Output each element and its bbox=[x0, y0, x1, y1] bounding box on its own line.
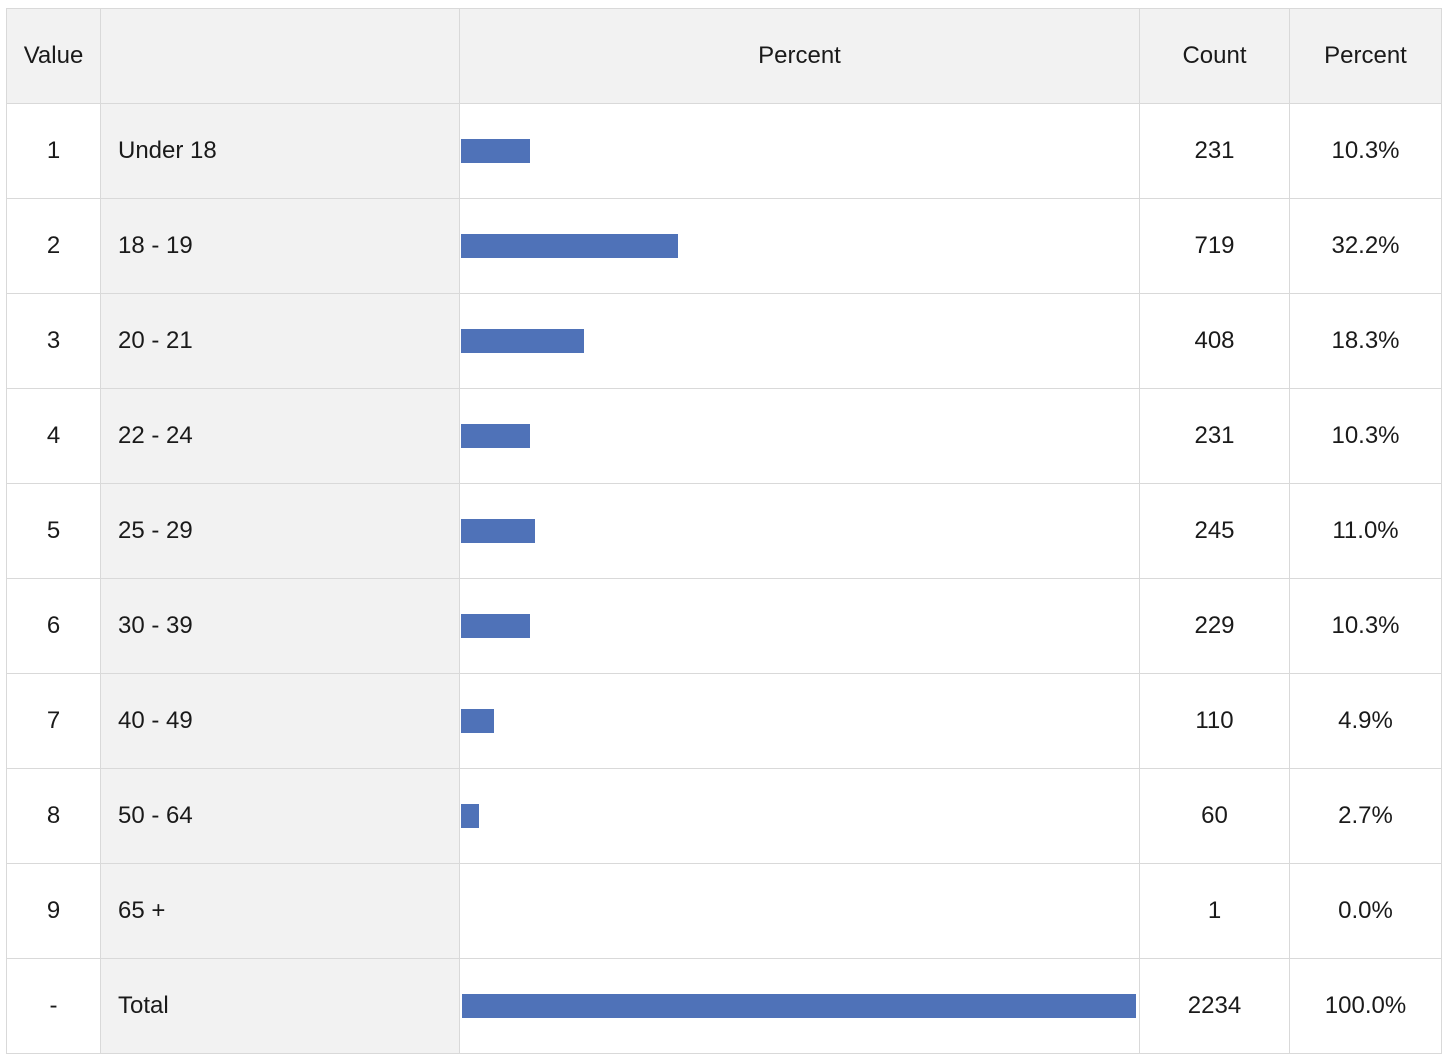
table-body: 1 Under 18 231 10.3% 2 18 - 19 719 32.2% 3 20 - 2… bbox=[6, 103, 1442, 1054]
row-bar-cell bbox=[459, 768, 1140, 864]
header-count[interactable]: Count bbox=[1139, 8, 1290, 104]
row-count: 231 bbox=[1139, 103, 1290, 199]
row-value: 6 bbox=[6, 578, 101, 674]
row-percent: 32.2% bbox=[1289, 198, 1442, 294]
row-count: 719 bbox=[1139, 198, 1290, 294]
percent-bar bbox=[461, 424, 530, 448]
percent-bar bbox=[461, 139, 530, 163]
row-value: - bbox=[6, 958, 101, 1054]
row-count: 245 bbox=[1139, 483, 1290, 579]
percent-bar bbox=[462, 994, 1136, 1018]
row-label: 25 - 29 bbox=[100, 483, 460, 579]
row-count: 408 bbox=[1139, 293, 1290, 389]
row-count: 110 bbox=[1139, 673, 1290, 769]
row-bar-cell bbox=[459, 103, 1140, 199]
row-bar-cell bbox=[459, 483, 1140, 579]
row-percent: 10.3% bbox=[1289, 578, 1442, 674]
row-value: 4 bbox=[6, 388, 101, 484]
row-label: 50 - 64 bbox=[100, 768, 460, 864]
table-row: 2 18 - 19 719 32.2% bbox=[6, 198, 1442, 294]
table-row: 5 25 - 29 245 11.0% bbox=[6, 483, 1442, 579]
row-value: 1 bbox=[6, 103, 101, 199]
row-value: 3 bbox=[6, 293, 101, 389]
table-row: 7 40 - 49 110 4.9% bbox=[6, 673, 1442, 769]
row-bar-cell bbox=[459, 388, 1140, 484]
row-count: 229 bbox=[1139, 578, 1290, 674]
frequency-table: Value Percent Count Percent 1 Under 18 231… bbox=[6, 8, 1442, 1054]
header-label bbox=[100, 8, 460, 104]
row-percent: 18.3% bbox=[1289, 293, 1442, 389]
percent-bar bbox=[461, 804, 479, 828]
row-label: 40 - 49 bbox=[100, 673, 460, 769]
row-label: 65 + bbox=[100, 863, 460, 959]
row-count: 231 bbox=[1139, 388, 1290, 484]
row-label: 18 - 19 bbox=[100, 198, 460, 294]
table-row: - Total 2234 100.0% bbox=[6, 958, 1442, 1054]
row-percent: 100.0% bbox=[1289, 958, 1442, 1054]
row-value: 9 bbox=[6, 863, 101, 959]
percent-bar bbox=[461, 614, 530, 638]
row-label: 22 - 24 bbox=[100, 388, 460, 484]
row-label: 30 - 39 bbox=[100, 578, 460, 674]
row-percent: 0.0% bbox=[1289, 863, 1442, 959]
percent-bar bbox=[461, 519, 535, 543]
row-value: 8 bbox=[6, 768, 101, 864]
row-value: 5 bbox=[6, 483, 101, 579]
header-bar-percent[interactable]: Percent bbox=[459, 8, 1140, 104]
row-bar-cell bbox=[459, 958, 1140, 1054]
percent-bar bbox=[461, 709, 494, 733]
row-bar-cell bbox=[459, 673, 1140, 769]
row-percent: 4.9% bbox=[1289, 673, 1442, 769]
row-percent: 10.3% bbox=[1289, 103, 1442, 199]
table-row: 9 65 + 1 0.0% bbox=[6, 863, 1442, 959]
row-count: 1 bbox=[1139, 863, 1290, 959]
table-row: 8 50 - 64 60 2.7% bbox=[6, 768, 1442, 864]
header-row: Value Percent Count Percent bbox=[6, 8, 1442, 104]
row-bar-cell bbox=[459, 578, 1140, 674]
row-bar-cell bbox=[459, 293, 1140, 389]
table-row: 4 22 - 24 231 10.3% bbox=[6, 388, 1442, 484]
row-label: 20 - 21 bbox=[100, 293, 460, 389]
percent-bar bbox=[461, 329, 584, 353]
row-value: 7 bbox=[6, 673, 101, 769]
row-count: 2234 bbox=[1139, 958, 1290, 1054]
row-bar-cell bbox=[459, 198, 1140, 294]
table-row: 1 Under 18 231 10.3% bbox=[6, 103, 1442, 199]
table-row: 3 20 - 21 408 18.3% bbox=[6, 293, 1442, 389]
row-count: 60 bbox=[1139, 768, 1290, 864]
row-percent: 11.0% bbox=[1289, 483, 1442, 579]
header-value[interactable]: Value bbox=[6, 8, 101, 104]
header-percent[interactable]: Percent bbox=[1289, 8, 1442, 104]
table-row: 6 30 - 39 229 10.3% bbox=[6, 578, 1442, 674]
row-percent: 10.3% bbox=[1289, 388, 1442, 484]
row-percent: 2.7% bbox=[1289, 768, 1442, 864]
percent-bar bbox=[461, 234, 678, 258]
row-bar-cell bbox=[459, 863, 1140, 959]
row-label: Total bbox=[100, 958, 460, 1054]
row-value: 2 bbox=[6, 198, 101, 294]
row-label: Under 18 bbox=[100, 103, 460, 199]
